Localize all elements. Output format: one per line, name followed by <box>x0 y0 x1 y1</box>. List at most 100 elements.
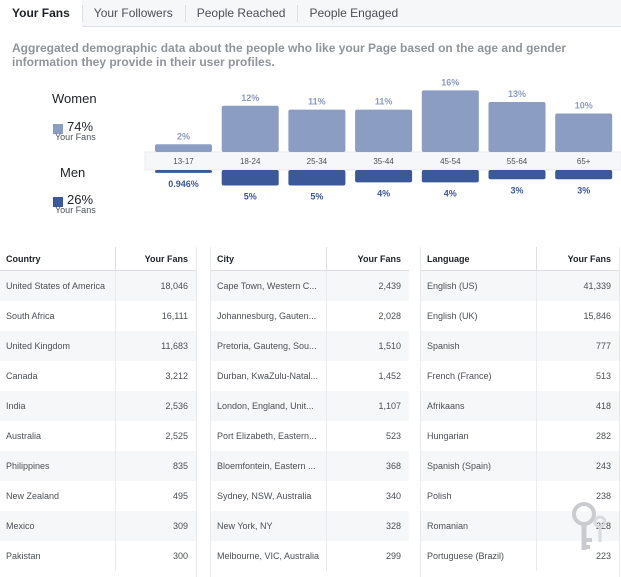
men-subtitle: Your Fans <box>55 205 96 215</box>
men-bar <box>355 170 413 183</box>
cell-fans: 299 <box>326 541 409 571</box>
column-header-fans[interactable]: Your Fans <box>326 247 409 270</box>
column-header-fans[interactable]: Your Fans <box>115 247 196 270</box>
cell-fans: 2,028 <box>326 301 409 331</box>
table-row: Canada 3,212 <box>0 361 196 391</box>
cell-fans: 11,683 <box>115 331 196 361</box>
cell-name: Cape Town, Western C... <box>217 281 317 291</box>
men-bar-label: 0.946% <box>168 179 199 189</box>
cell-name: London, England, Unit... <box>217 401 314 411</box>
cell-name: Romanian <box>427 521 469 531</box>
cell-fans: 513 <box>536 361 619 391</box>
age-gender-chart: 2% 0.946% 13-17 12% 5% 18-24 11% 5% 25-34 11% 4% 35… <box>144 77 621 202</box>
cell-fans: 238 <box>536 481 619 511</box>
cell-name: Pretoria, Gauteng, Sou... <box>217 341 317 351</box>
tab-your-fans[interactable]: Your Fans <box>0 0 82 28</box>
cell-name: Sydney, NSW, Australia <box>217 491 312 501</box>
women-bar <box>421 90 479 152</box>
cell-name: Portuguese (Brazil) <box>427 551 505 561</box>
cell-name: Bloemfontein, Eastern ... <box>217 461 316 471</box>
table-row: Portuguese (Brazil) 223 <box>421 541 619 571</box>
cell-fans: 835 <box>115 451 196 481</box>
table-row: Sydney, NSW, Australia 340 <box>211 481 409 511</box>
table-row: Australia 2,525 <box>0 421 196 451</box>
table-row: India 2,536 <box>0 391 196 421</box>
cell-fans: 243 <box>536 451 619 481</box>
women-bar <box>155 144 212 152</box>
women-label: Women <box>52 91 97 106</box>
women-bar <box>355 109 413 152</box>
men-bar-label: 5% <box>310 192 323 202</box>
men-swatch <box>53 197 63 207</box>
description-text: Aggregated demographic data about the pe… <box>12 41 567 69</box>
table-row: French (France) 513 <box>421 361 619 391</box>
cell-fans: 777 <box>536 331 619 361</box>
table-row: Port Elizabeth, Eastern... 523 <box>211 421 409 451</box>
table-row: Philippines 835 <box>0 451 196 481</box>
women-bar <box>288 109 346 152</box>
men-bar-label: 3% <box>577 185 590 195</box>
cell-name: Philippines <box>6 461 50 471</box>
cell-name: India <box>6 401 26 411</box>
table-header: City Your Fans <box>211 247 409 271</box>
table-divider <box>196 247 197 577</box>
age-tick-label: 65+ <box>577 157 591 166</box>
men-bar <box>488 170 546 180</box>
table-row: South Africa 16,111 <box>0 301 196 331</box>
cell-name: Canada <box>6 371 38 381</box>
cell-fans: 18,046 <box>115 271 196 301</box>
table-header: Language Your Fans <box>421 247 619 271</box>
women-bar-label: 11% <box>308 97 326 107</box>
tab-your-followers[interactable]: Your Followers <box>81 0 185 27</box>
cell-name: Australia <box>6 431 42 441</box>
women-bar-label: 12% <box>241 93 259 103</box>
age-tick-label: 18-24 <box>240 157 261 166</box>
women-bar <box>488 101 546 152</box>
column-header-name[interactable]: Country <box>6 254 41 264</box>
cell-name: Durban, KwaZulu-Natal... <box>217 371 319 381</box>
tab-people-reached[interactable]: People Reached <box>184 0 298 27</box>
cell-name: Polish <box>427 491 452 501</box>
cell-fans: 495 <box>115 481 196 511</box>
cell-name: United Kingdom <box>6 341 71 351</box>
table-header: Country Your Fans <box>0 247 196 271</box>
cell-fans: 1,510 <box>326 331 409 361</box>
men-bar <box>221 170 279 186</box>
key-icon <box>572 502 607 550</box>
table-row: United Kingdom 11,683 <box>0 331 196 361</box>
cell-name: Mexico <box>6 521 35 531</box>
column-header-name[interactable]: Language <box>427 254 470 264</box>
men-bar <box>288 170 346 186</box>
cell-fans: 309 <box>115 511 196 541</box>
cell-fans: 282 <box>536 421 619 451</box>
tab-people-engaged[interactable]: People Engaged <box>297 0 410 27</box>
cell-name: Melbourne, VIC, Australia <box>217 551 320 561</box>
cell-fans: 340 <box>326 481 409 511</box>
cell-fans: 1,107 <box>326 391 409 421</box>
cell-fans: 2,536 <box>115 391 196 421</box>
age-tick-label: 13-17 <box>173 157 194 166</box>
table-row: United States of America 18,046 <box>0 271 196 301</box>
cell-name: Afrikaans <box>427 401 465 411</box>
table-divider <box>619 247 620 577</box>
men-bar <box>555 170 613 180</box>
city-table: City Your Fans Cape Town, Western C... 2,43… <box>211 247 409 571</box>
men-bar <box>155 170 212 173</box>
men-bar-label: 4% <box>444 188 457 198</box>
table-row: New Zealand 495 <box>0 481 196 511</box>
cell-fans: 3,212 <box>115 361 196 391</box>
men-bar <box>421 170 479 183</box>
table-body: Cape Town, Western C... 2,439 Johannesburg… <box>211 271 409 571</box>
cell-fans: 15,846 <box>536 301 619 331</box>
country-table: Country Your Fans United States of America… <box>0 247 196 571</box>
cell-name: Johannesburg, Gauten... <box>217 311 317 321</box>
cell-fans: 328 <box>326 511 409 541</box>
column-header-fans[interactable]: Your Fans <box>536 247 619 270</box>
cell-name: English (US) <box>427 281 478 291</box>
cell-fans: 418 <box>536 391 619 421</box>
cell-name: Pakistan <box>6 551 41 561</box>
men-bar-label: 4% <box>377 188 390 198</box>
column-header-name[interactable]: City <box>217 254 235 264</box>
table-row: Pretoria, Gauteng, Sou... 1,510 <box>211 331 409 361</box>
cell-fans: 41,339 <box>536 271 619 301</box>
